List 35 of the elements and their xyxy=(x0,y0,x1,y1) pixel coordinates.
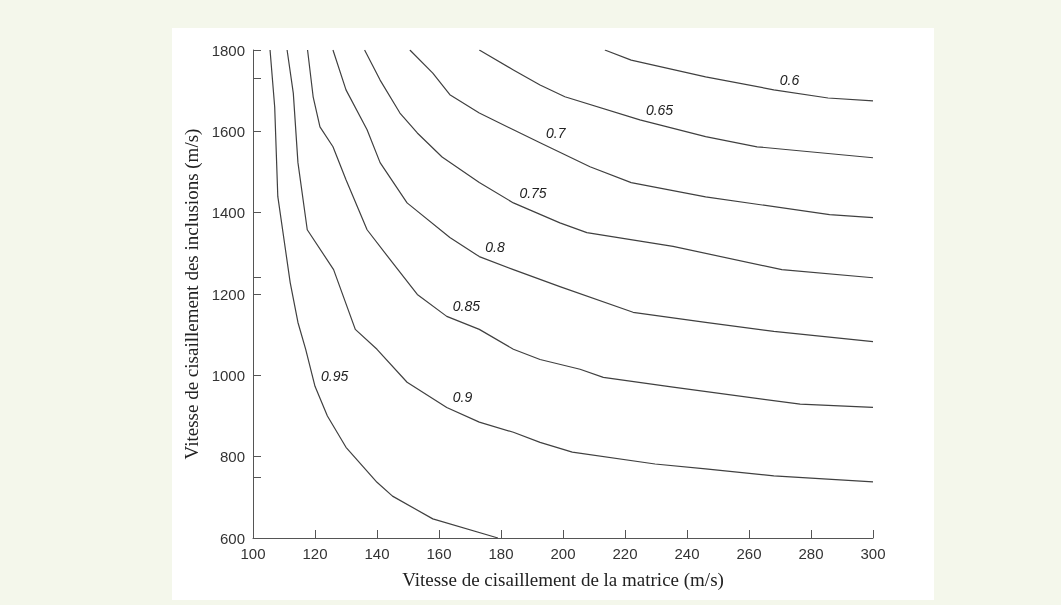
y-tick-label: 1200 xyxy=(211,285,245,303)
x-tick-label: 240 xyxy=(674,545,700,562)
x-tick-label: 260 xyxy=(736,545,762,562)
series-label: 0.85 xyxy=(452,298,481,315)
line-series xyxy=(306,49,874,409)
x-tick-label: 140 xyxy=(364,545,390,562)
series-label: 0.8 xyxy=(485,238,505,255)
line-series xyxy=(332,49,874,343)
line-series xyxy=(409,49,874,219)
x-tick-label: 220 xyxy=(612,545,638,562)
series-label: 0.6 xyxy=(779,71,800,88)
y-tick-label: 1600 xyxy=(211,122,245,140)
x-tick-label: 160 xyxy=(426,545,452,562)
line-series xyxy=(604,49,874,102)
x-tick-label: 200 xyxy=(550,545,576,562)
x-tick-label: 300 xyxy=(860,545,886,562)
y-axis-title: Vitesse de cisaillement des inclusions (m/s) xyxy=(180,128,203,460)
x-tick-label: 280 xyxy=(798,545,824,562)
series-label: 0.7 xyxy=(546,124,567,141)
y-tick-label: 1800 xyxy=(211,41,245,59)
y-tick-label: 600 xyxy=(219,529,245,547)
y-tick-label: 1400 xyxy=(211,204,245,222)
line-series xyxy=(286,49,874,483)
x-tick-label: 120 xyxy=(302,545,328,562)
series-label: 0.65 xyxy=(645,101,674,118)
x-axis-title: Vitesse de cisaillement de la matrice (m/s) xyxy=(402,569,724,591)
line-series xyxy=(478,49,874,159)
x-tick-label: 180 xyxy=(488,545,514,562)
y-tick-label: 1000 xyxy=(211,366,245,384)
series-label: 0.9 xyxy=(452,389,473,406)
series-label: 0.95 xyxy=(321,368,349,385)
line-series xyxy=(364,49,874,279)
series-label: 0.75 xyxy=(519,184,547,201)
y-tick-label: 800 xyxy=(219,448,245,466)
x-tick-label: 100 xyxy=(240,545,266,562)
